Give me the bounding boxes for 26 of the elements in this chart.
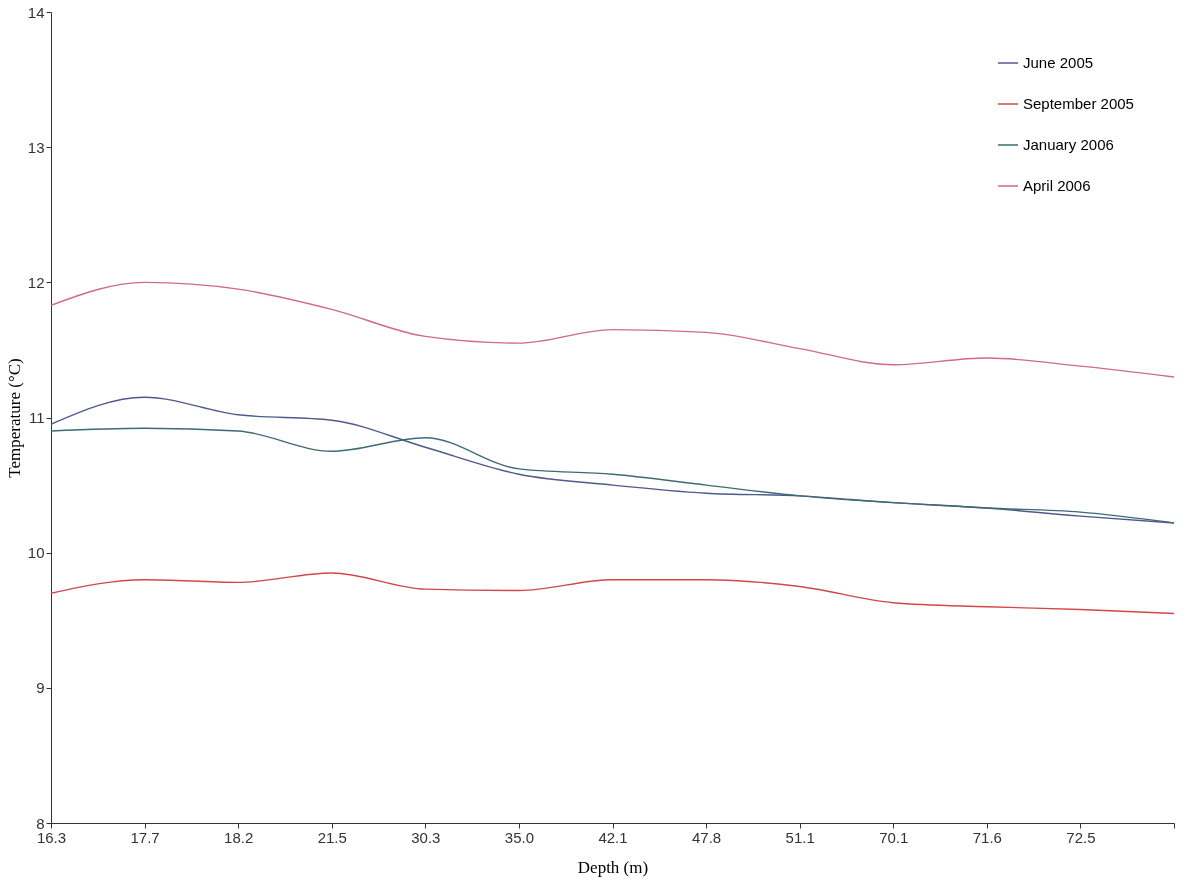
- y-tick-label: 12: [27, 273, 45, 291]
- y-tick-label: 13: [27, 138, 45, 156]
- x-tick-label: 47.8: [691, 828, 722, 846]
- y-tick-label: 14: [27, 3, 45, 21]
- x-tick-label: 70.1: [879, 828, 909, 846]
- y-tick-label: 9: [36, 679, 45, 697]
- x-tick-label: 17.7: [130, 828, 160, 846]
- y-axis-title: Temperature (°C): [4, 358, 24, 478]
- x-tick-label: 51.1: [785, 828, 815, 846]
- line-series: [50, 427, 1175, 524]
- legend-label: June 2005: [1023, 54, 1094, 71]
- x-tick-label: 35.0: [504, 828, 535, 846]
- legend-label: January 2006: [1023, 136, 1114, 153]
- x-tick-label: 72.5: [1066, 828, 1096, 846]
- line-series: [50, 281, 1175, 378]
- x-tick-label: 30.3: [411, 828, 441, 846]
- x-tick-label: 18.2: [224, 828, 254, 846]
- legend-label: September 2005: [1023, 95, 1134, 112]
- x-tick-label: 21.5: [317, 828, 347, 846]
- legend-label: April 2006: [1023, 177, 1091, 194]
- x-tick-label: 42.1: [598, 828, 628, 846]
- x-axis-title: Depth (m): [577, 857, 649, 877]
- y-tick-label: 11: [28, 409, 45, 426]
- y-tick-label: 10: [27, 544, 45, 562]
- x-tick-label: 71.6: [972, 828, 1002, 846]
- line-series: [50, 572, 1175, 615]
